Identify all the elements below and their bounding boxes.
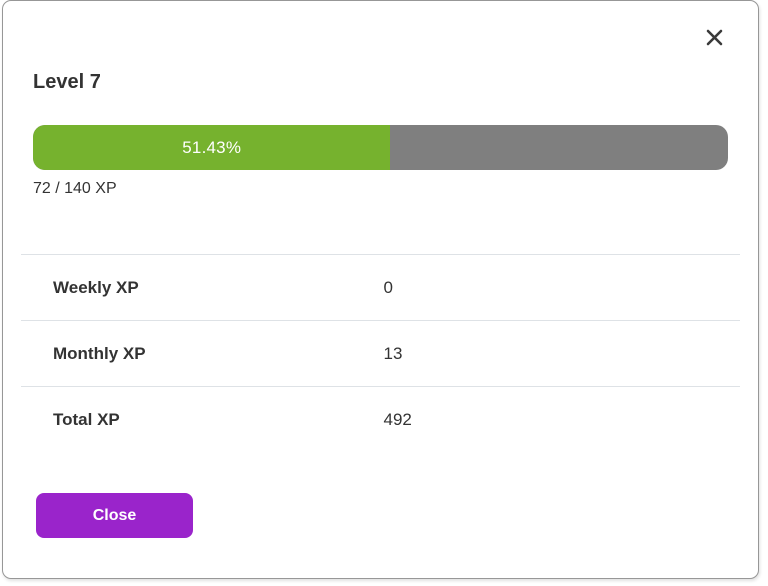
close-button[interactable]: Close: [36, 493, 193, 538]
stat-value-weekly: 0: [383, 278, 393, 297]
stat-value-monthly: 13: [383, 344, 403, 363]
level-details-modal: Level 7 51.43% 72 / 140 XP Weekly XP 0 M…: [2, 0, 759, 579]
modal-body: Level 7 51.43% 72 / 140 XP Weekly XP 0 M…: [3, 1, 758, 578]
progress-fill: 51.43%: [33, 125, 391, 170]
table-row-monthly-xp: Monthly XP 13: [21, 320, 740, 387]
stat-label-weekly: Weekly XP: [53, 278, 139, 297]
xp-fraction-label: 72 / 140 XP: [33, 180, 117, 197]
xp-stats-table: Weekly XP 0 Monthly XP 13 Total XP 492: [21, 254, 740, 452]
xp-progress-bar: 51.43%: [33, 125, 728, 170]
x-icon: [706, 29, 722, 45]
close-icon-button[interactable]: [703, 26, 725, 48]
table-row-total-xp: Total XP 492: [21, 386, 740, 453]
stat-value-total: 492: [383, 410, 412, 429]
modal-title: Level 7: [33, 71, 101, 93]
stat-label-total: Total XP: [53, 410, 120, 429]
progress-percent-label: 51.43%: [182, 137, 242, 157]
table-row-weekly-xp: Weekly XP 0: [21, 254, 740, 321]
stat-label-monthly: Monthly XP: [53, 344, 146, 363]
